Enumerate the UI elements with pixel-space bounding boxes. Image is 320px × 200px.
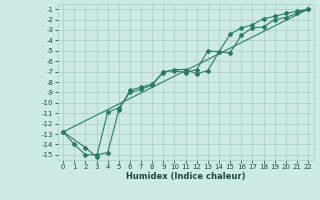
X-axis label: Humidex (Indice chaleur): Humidex (Indice chaleur) [126,172,245,181]
